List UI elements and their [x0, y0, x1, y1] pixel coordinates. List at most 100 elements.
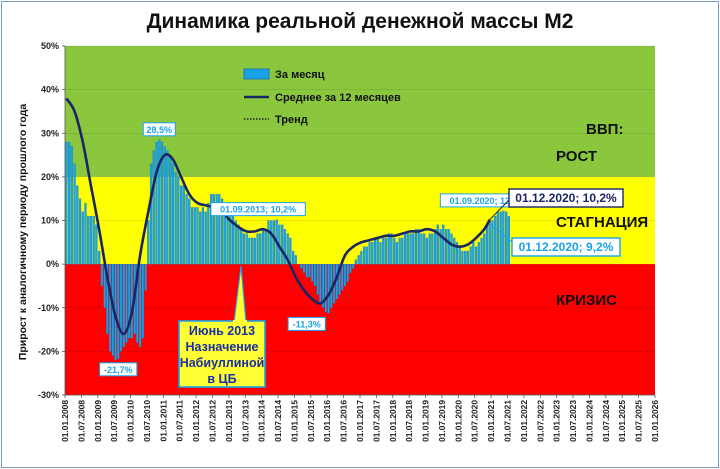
legend-label-trend: Тренд: [275, 114, 308, 126]
bar: [349, 264, 352, 273]
bar: [141, 264, 144, 339]
x-tick-label: 01.07.2010: [142, 400, 152, 442]
bar: [401, 237, 404, 265]
bar: [190, 207, 194, 265]
bar: [182, 185, 185, 265]
y-tick-label: -30%: [38, 390, 59, 400]
x-tick-label: 01.07.2016: [339, 400, 349, 442]
x-tick-label: 01.01.2014: [257, 400, 267, 442]
bar: [199, 211, 202, 265]
bar: [240, 229, 243, 265]
bar: [354, 259, 358, 265]
bar: [368, 242, 371, 265]
bar: [87, 216, 90, 265]
x-tick-label: 01.07.2015: [306, 400, 316, 442]
bar: [152, 150, 155, 265]
bar: [291, 250, 295, 265]
x-tick-label: 01.07.2013: [240, 400, 250, 442]
bar: [81, 211, 84, 265]
bar: [434, 229, 437, 265]
bar: [406, 233, 409, 265]
bar: [491, 220, 494, 265]
zone-label-growth: РОСТ: [556, 148, 597, 165]
bar: [89, 216, 93, 265]
bar: [379, 242, 382, 265]
bar: [196, 207, 199, 265]
zone-label-stagnation: СТАГНАЦИЯ: [556, 214, 648, 231]
x-tick-label: 01.07.2011: [175, 400, 185, 442]
bar: [308, 264, 311, 278]
bar: [316, 264, 319, 295]
bar: [341, 264, 344, 291]
data-label: -21,7%: [104, 365, 133, 375]
bar: [313, 264, 317, 287]
bar: [155, 141, 158, 265]
x-tick-label: 01.01.2018: [388, 400, 398, 442]
bar: [250, 237, 254, 265]
bar: [474, 246, 478, 265]
x-tick-label: 01.01.2013: [224, 400, 234, 442]
bar: [136, 264, 139, 343]
event-callout-line-1: Июнь 2013: [189, 324, 255, 338]
bar: [357, 255, 360, 265]
chart-title: Динамика реальной денежной массы М2: [147, 10, 574, 33]
x-tick-label: 01.01.2023: [552, 400, 562, 442]
bar: [117, 264, 120, 359]
bar: [215, 194, 218, 265]
x-tick-label: 01.07.2018: [404, 400, 414, 442]
bar: [106, 264, 109, 335]
x-tick-label: 01.07.2021: [503, 400, 513, 442]
zone-label-crisis: КРИЗИС: [556, 292, 617, 309]
y-tick-label: 30%: [41, 128, 59, 138]
bar: [343, 264, 347, 287]
callout-leader: [489, 199, 510, 220]
legend-swatch-bars: [243, 68, 270, 80]
x-tick-label: 01.01.2020: [453, 400, 463, 442]
bar: [488, 220, 491, 265]
bar: [174, 172, 177, 265]
bar: [450, 233, 453, 265]
bar: [327, 264, 330, 314]
x-tick-label: 01.01.2008: [60, 400, 70, 442]
bar: [220, 198, 224, 265]
bar: [417, 229, 420, 265]
bar: [166, 150, 169, 265]
bar: [281, 224, 284, 265]
x-tick-label: 01.07.2025: [634, 400, 644, 442]
bar: [92, 216, 95, 265]
bar: [158, 139, 161, 265]
bar: [242, 233, 246, 265]
bar: [360, 250, 363, 265]
bar: [376, 237, 379, 265]
x-tick-label: 01.01.2021: [486, 400, 496, 442]
legend: За месяц Среднее за 12 месяцев Тренд: [243, 68, 401, 126]
bar: [119, 264, 123, 352]
bar: [204, 211, 207, 265]
bar: [185, 194, 188, 265]
bar: [237, 224, 240, 265]
bar: [311, 264, 314, 282]
bar: [384, 237, 388, 265]
x-tick-label: 01.01.2012: [191, 400, 201, 442]
bar: [207, 202, 210, 265]
bar: [439, 229, 442, 265]
bar: [409, 233, 412, 265]
bar: [139, 264, 142, 348]
bar: [458, 246, 461, 265]
x-tick-label: 01.07.2012: [208, 400, 218, 442]
bar: [149, 163, 153, 265]
bar: [442, 224, 445, 265]
bar: [387, 233, 390, 265]
bar: [472, 242, 475, 265]
bar: [67, 141, 71, 265]
bar: [425, 237, 429, 265]
bar: [100, 264, 103, 287]
bar: [461, 250, 464, 265]
data-label: 01.09.2013; 10,2%: [220, 205, 296, 215]
x-tick-label: 01.07.2022: [535, 400, 545, 442]
x-tick-label: 01.07.2008: [76, 400, 86, 442]
x-tick-label: 01.01.2022: [519, 400, 529, 442]
x-tick-label: 01.01.2015: [289, 400, 299, 442]
bar: [431, 233, 434, 265]
